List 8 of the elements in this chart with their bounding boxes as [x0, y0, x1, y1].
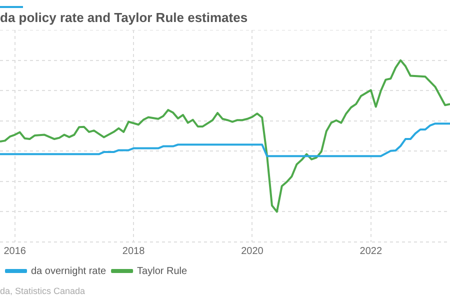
- chart-title: da policy rate and Taylor Rule estimates: [0, 10, 248, 25]
- text: da, Statistics Canada: [0, 286, 86, 296]
- legend-label: Taylor Rule: [137, 266, 188, 277]
- x-tick-label: 2020: [241, 246, 264, 257]
- legend-label: da overnight rate: [31, 266, 106, 277]
- x-tick-label: 2018: [122, 246, 146, 257]
- x-tick-label: 2016: [4, 246, 26, 257]
- x-tick-label: 2022: [360, 246, 382, 257]
